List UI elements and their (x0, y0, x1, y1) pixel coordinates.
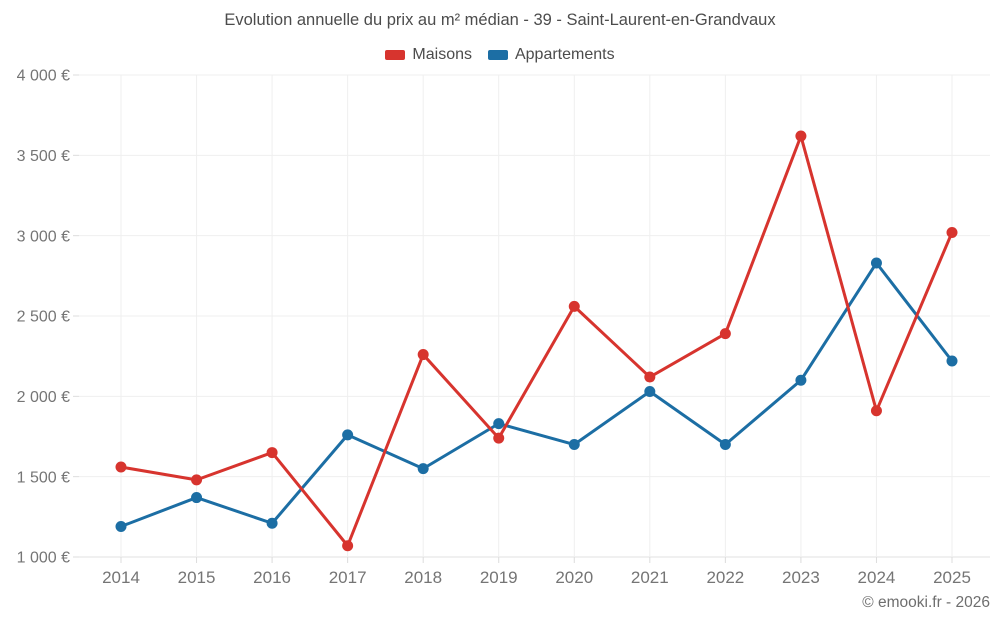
data-point-maisons-2018[interactable] (417, 349, 429, 361)
maisons-swatch-icon (385, 50, 406, 60)
appartements-swatch-icon (487, 50, 508, 60)
data-point-appartements-2025[interactable] (946, 355, 958, 367)
x-axis-tick-label: 2014 (102, 568, 140, 587)
data-point-appartements-2024[interactable] (870, 257, 882, 269)
legend-item-appartements[interactable]: Appartements (487, 46, 615, 64)
data-point-maisons-2025[interactable] (946, 226, 958, 238)
data-point-appartements-2017[interactable] (342, 429, 354, 441)
data-point-maisons-2020[interactable] (568, 300, 580, 312)
x-axis-tick-label: 2022 (706, 568, 744, 587)
data-point-maisons-2017[interactable] (342, 540, 354, 552)
series-line-maisons (119, 134, 954, 548)
data-point-maisons-2023[interactable] (795, 130, 807, 142)
y-axis-tick-label: 1 500 € (17, 469, 70, 486)
y-axis-tick-label: 1 000 € (17, 550, 70, 567)
x-axis-tick-label: 2025 (933, 568, 971, 587)
y-axis-tick-label: 4 000 € (17, 68, 70, 85)
y-axis-tick-label: 2 500 € (17, 309, 70, 326)
series-line-appartements (119, 261, 954, 528)
x-axis-tick-label: 2017 (329, 568, 367, 587)
data-point-appartements-2020[interactable] (568, 439, 580, 451)
x-axis-tick-label: 2020 (555, 568, 593, 587)
x-axis-tick-label: 2019 (480, 568, 518, 587)
x-axis-tick-label: 2016 (253, 568, 291, 587)
x-axis-tick-label: 2024 (858, 568, 896, 587)
data-point-maisons-2015[interactable] (191, 474, 203, 486)
x-axis-tick-label: 2021 (631, 568, 669, 587)
legend-label-appartements: Appartements (514, 46, 615, 63)
data-point-appartements-2019[interactable] (493, 418, 505, 430)
x-axis-tick-label: 2015 (178, 568, 216, 587)
data-point-appartements-2023[interactable] (795, 374, 807, 386)
data-point-appartements-2021[interactable] (644, 386, 656, 398)
data-point-maisons-2019[interactable] (493, 432, 505, 444)
x-axis-tick-label: 2018 (404, 568, 442, 587)
data-point-appartements-2016[interactable] (266, 517, 278, 529)
legend-label-maisons: Maisons (412, 46, 472, 63)
legend-item-maisons[interactable]: Maisons (385, 46, 472, 64)
data-point-maisons-2021[interactable] (644, 371, 656, 383)
data-point-appartements-2022[interactable] (719, 439, 731, 451)
y-axis-tick-label: 2 000 € (17, 389, 70, 406)
x-axis-tick-label: 2023 (782, 568, 820, 587)
y-axis-tick-label: 3 000 € (17, 228, 70, 245)
legend: Maisons Appartements (0, 46, 1000, 64)
data-point-maisons-2016[interactable] (266, 447, 278, 459)
data-point-maisons-2024[interactable] (870, 405, 882, 417)
data-point-appartements-2018[interactable] (417, 463, 429, 475)
chart-title: Evolution annuelle du prix au m² médian … (224, 11, 776, 29)
data-point-maisons-2014[interactable] (115, 461, 127, 473)
data-point-appartements-2014[interactable] (115, 520, 127, 532)
y-axis-tick-label: 3 500 € (17, 148, 70, 165)
copyright-text: © emooki.fr - 2026 (862, 594, 990, 611)
data-point-maisons-2022[interactable] (719, 328, 731, 340)
data-point-appartements-2015[interactable] (191, 492, 203, 504)
